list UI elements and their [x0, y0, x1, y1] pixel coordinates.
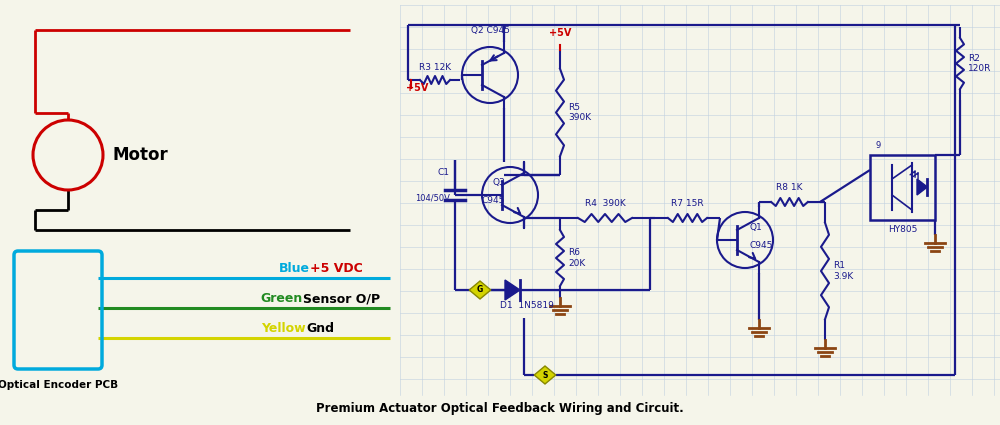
Text: R5
390K: R5 390K [568, 103, 591, 122]
Text: Motor: Motor [113, 146, 169, 164]
Text: C1: C1 [438, 168, 450, 177]
Text: R7 15R: R7 15R [671, 199, 704, 208]
Text: R1
3.9K: R1 3.9K [833, 261, 853, 280]
Text: +5V: +5V [406, 83, 428, 93]
Bar [870, 155, 935, 220]
Text: D1  1N5819: D1 1N5819 [500, 301, 554, 310]
Text: C945: C945 [482, 196, 505, 205]
Text: Gnd: Gnd [306, 322, 334, 335]
Text: S: S [542, 371, 548, 380]
Text: R8 1K: R8 1K [776, 183, 803, 192]
Polygon shape [469, 281, 491, 299]
Text: Yellow: Yellow [261, 322, 306, 335]
Text: R4  390K: R4 390K [585, 199, 625, 208]
Text: G: G [477, 286, 483, 295]
Text: C945: C945 [750, 241, 773, 250]
Text: +5V: +5V [549, 28, 571, 38]
Text: Q1: Q1 [750, 223, 763, 232]
Text: Q2 C945: Q2 C945 [471, 26, 509, 35]
Text: Q3: Q3 [492, 178, 505, 187]
Text: R6
20K: R6 20K [568, 248, 585, 268]
Text: HY805: HY805 [888, 225, 917, 234]
Text: R2
120R: R2 120R [968, 54, 991, 73]
Text: Green: Green [261, 292, 303, 305]
Polygon shape [917, 179, 927, 195]
Polygon shape [505, 280, 520, 300]
Text: 104/50V: 104/50V [415, 193, 450, 202]
Text: +5 VDC: +5 VDC [310, 262, 363, 275]
Text: R3 12K: R3 12K [419, 63, 451, 72]
Text: Optical Encoder PCB: Optical Encoder PCB [0, 380, 118, 390]
Text: Blue: Blue [279, 262, 310, 275]
Polygon shape [534, 366, 556, 384]
Text: Sensor O/P: Sensor O/P [303, 292, 380, 305]
Text: 9: 9 [875, 141, 880, 150]
Text: Premium Actuator Optical Feedback Wiring and Circuit.: Premium Actuator Optical Feedback Wiring… [316, 402, 684, 415]
